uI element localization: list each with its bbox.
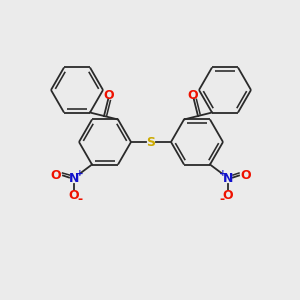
Text: O: O [223, 189, 233, 202]
Text: O: O [104, 89, 114, 102]
Text: N: N [223, 172, 233, 185]
Text: O: O [51, 169, 61, 182]
Text: +: + [76, 169, 83, 178]
Text: O: O [188, 89, 198, 102]
Text: O: O [241, 169, 251, 182]
Text: -: - [77, 193, 83, 206]
Text: +: + [219, 169, 226, 178]
Text: S: S [146, 136, 155, 148]
Text: O: O [69, 189, 79, 202]
Text: -: - [219, 193, 225, 206]
Text: N: N [69, 172, 79, 185]
